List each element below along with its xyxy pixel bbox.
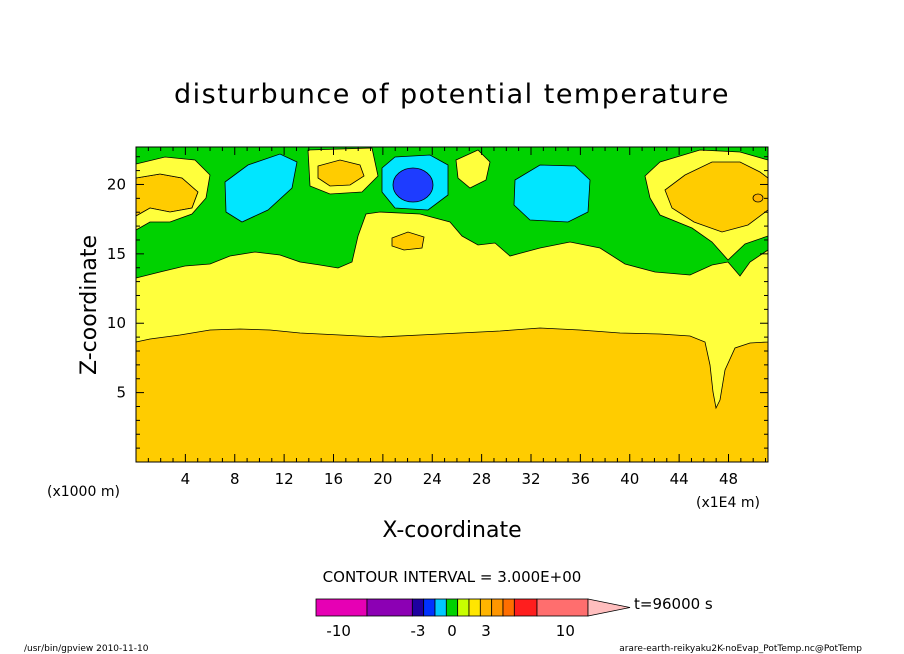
field-small-contour: [752, 193, 764, 203]
footer-right: arare-earth-reikyaku2K-noEvap_PotTemp.nc…: [619, 644, 862, 654]
colorbar-segment: [513, 598, 538, 617]
colorbar-segment: [479, 598, 493, 617]
x-unit-note: (x1000 m): [47, 484, 120, 500]
colorbar-arrow: [587, 598, 631, 617]
x-tick-label: 8: [230, 470, 240, 488]
footer-left: /usr/bin/gpview 2010-11-10: [24, 644, 149, 654]
x-tick-label: 48: [719, 470, 738, 488]
x-tick-label: 20: [373, 470, 392, 488]
contour-interval: CONTOUR INTERVAL = 3.000E+00: [323, 568, 582, 586]
colorbar-segment: [445, 598, 459, 617]
time-label: t=96000 s: [634, 595, 713, 613]
x-tick-label: 16: [324, 470, 343, 488]
x-tick-label: 40: [620, 470, 639, 488]
colorbar-segment: [366, 598, 413, 617]
colorbar-tick-label: 3: [481, 622, 491, 640]
x-tick-label: 44: [670, 470, 689, 488]
y-tick-label: 5: [116, 384, 126, 402]
colorbar-segment: [423, 598, 436, 617]
field-orange-blob-right: [664, 161, 768, 233]
axis-ticks: [136, 147, 768, 462]
field-cyan-blob-3: [513, 164, 591, 223]
field-cyan-blob-1: [224, 153, 298, 223]
contour-field: [136, 147, 768, 462]
colorbar-segment: [434, 598, 447, 617]
y-axis-title: Z-coordinate: [77, 235, 102, 375]
colorbar-segment: [536, 598, 589, 617]
chart-title: disturbunce of potential temperature: [174, 79, 730, 110]
colorbar-tick-label: -3: [411, 622, 426, 640]
field-yellow-rim-left: [136, 156, 211, 231]
field-orange-blob-top: [317, 159, 365, 187]
x-tick-label: 36: [571, 470, 590, 488]
colorbar-segment: [468, 598, 481, 617]
colorbar-segment: [491, 598, 504, 617]
x-tick-label: 32: [521, 470, 540, 488]
x-axis-title: X-coordinate: [382, 518, 521, 543]
colorbar-segment: [457, 598, 470, 617]
y-tick-label: 15: [107, 245, 126, 263]
colorbar-tick-label: -10: [326, 622, 351, 640]
x-tick-label: 24: [423, 470, 442, 488]
colorbar-segment: [315, 598, 368, 617]
plot-frame: [135, 146, 769, 463]
field-green-layer: [136, 147, 768, 279]
x-tick-label: 28: [472, 470, 491, 488]
colorbar: -10 -3 0 3 10: [315, 598, 631, 640]
colorbar-segment: [502, 598, 515, 617]
y-tick-label: 20: [107, 175, 126, 193]
y-unit-note: (x1E4 m): [696, 495, 760, 511]
colorbar-tick-label: 0: [447, 622, 457, 640]
field-orange-blob-mid: [391, 231, 425, 251]
field-yellow-blob-mid: [455, 149, 491, 189]
x-tick-label: 4: [181, 470, 191, 488]
x-tick-label: 12: [275, 470, 294, 488]
y-tick-label: 10: [107, 314, 126, 332]
colorbar-segment: [411, 598, 425, 617]
field-blue-core: [392, 167, 434, 203]
colorbar-tick-label: 10: [556, 622, 575, 640]
